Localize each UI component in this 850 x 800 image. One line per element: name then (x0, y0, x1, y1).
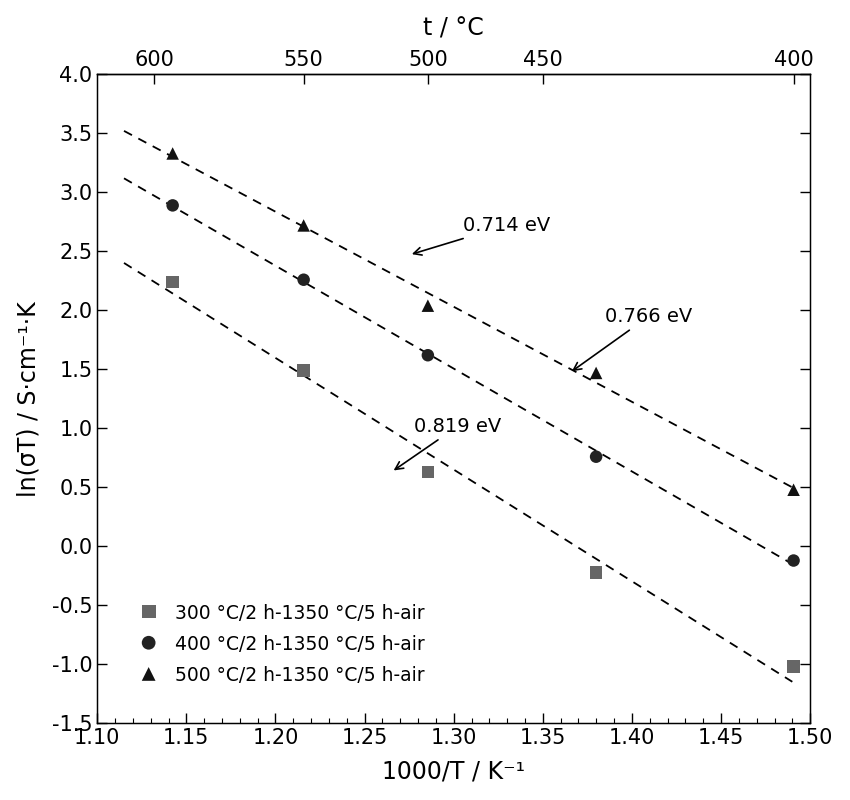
300 °C/2 h-1350 °C/5 h-air (421, 466, 434, 478)
400 °C/2 h-1350 °C/5 h-air (166, 199, 179, 212)
X-axis label: t / °C: t / °C (423, 17, 484, 41)
Legend: 300 °C/2 h-1350 °C/5 h-air, 400 °C/2 h-1350 °C/5 h-air, 500 °C/2 h-1350 °C/5 h-a: 300 °C/2 h-1350 °C/5 h-air, 400 °C/2 h-1… (128, 594, 434, 694)
500 °C/2 h-1350 °C/5 h-air (166, 147, 179, 160)
300 °C/2 h-1350 °C/5 h-air (787, 660, 801, 673)
500 °C/2 h-1350 °C/5 h-air (589, 366, 603, 379)
500 °C/2 h-1350 °C/5 h-air (297, 219, 310, 232)
300 °C/2 h-1350 °C/5 h-air (589, 566, 603, 578)
400 °C/2 h-1350 °C/5 h-air (589, 450, 603, 463)
500 °C/2 h-1350 °C/5 h-air (421, 299, 434, 312)
300 °C/2 h-1350 °C/5 h-air (297, 364, 310, 377)
Text: 0.819 eV: 0.819 eV (395, 417, 501, 470)
400 °C/2 h-1350 °C/5 h-air (421, 349, 434, 362)
X-axis label: 1000/T / K⁻¹: 1000/T / K⁻¹ (382, 759, 525, 783)
Y-axis label: ln(σT) / S·cm⁻¹·K: ln(σT) / S·cm⁻¹·K (17, 301, 41, 497)
400 °C/2 h-1350 °C/5 h-air (297, 274, 310, 286)
400 °C/2 h-1350 °C/5 h-air (787, 554, 801, 567)
Text: 0.714 eV: 0.714 eV (414, 216, 550, 255)
300 °C/2 h-1350 °C/5 h-air (166, 276, 179, 289)
Text: 0.766 eV: 0.766 eV (573, 306, 693, 370)
500 °C/2 h-1350 °C/5 h-air (787, 483, 801, 496)
